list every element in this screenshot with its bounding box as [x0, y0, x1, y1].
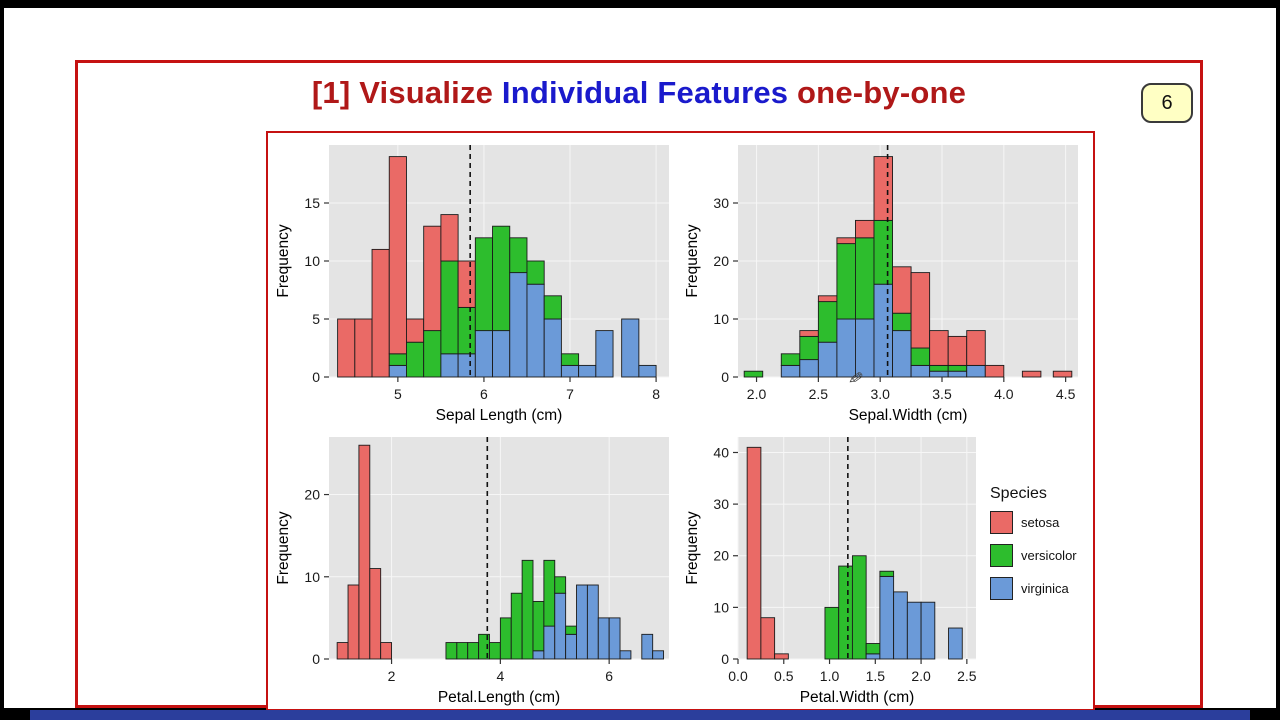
title-part-red-1: [1] Visualize	[311, 75, 502, 110]
svg-text:3.0: 3.0	[870, 386, 890, 402]
svg-text:30: 30	[713, 195, 729, 211]
svg-text:10: 10	[304, 569, 320, 585]
svg-text:Frequency: Frequency	[684, 511, 701, 584]
svg-text:40: 40	[713, 444, 729, 460]
histogram-petal-width: 0.0 0.5 1.0 1.5 2.0 2.5 0 10 20 30 40 Petal.Width (…	[684, 437, 977, 706]
slide-title: [1] Visualize Individual Features one-by…	[78, 75, 1200, 111]
svg-text:15: 15	[304, 195, 320, 211]
svg-text:5: 5	[394, 386, 402, 402]
svg-text:5: 5	[312, 311, 320, 327]
legend-item-versicolor: versicolor	[990, 544, 1094, 567]
histogram-petal-length: 2 4 6 0 10 20 Petal.Length (cm) Frequency	[275, 437, 669, 706]
title-part-red-2: one-by-one	[788, 75, 967, 110]
svg-text:0: 0	[312, 369, 320, 385]
histogram-sepal-width: 2.0 2.5 3.0 3.5 4.0 4.5 0 10 20 30 Sepal.Width (cm…	[684, 145, 1078, 424]
svg-text:Sepal Length (cm): Sepal Length (cm)	[436, 407, 563, 424]
svg-text:8: 8	[652, 386, 660, 402]
versicolor-swatch	[990, 544, 1013, 567]
svg-text:10: 10	[713, 311, 729, 327]
svg-text:2.5: 2.5	[957, 668, 977, 684]
svg-text:0: 0	[721, 369, 729, 385]
svg-text:Sepal.Width (cm): Sepal.Width (cm)	[849, 407, 968, 424]
svg-text:2.5: 2.5	[809, 386, 829, 402]
svg-text:0.0: 0.0	[728, 668, 748, 684]
virginica-swatch	[990, 577, 1013, 600]
svg-text:0: 0	[312, 651, 320, 667]
svg-text:4.0: 4.0	[994, 386, 1014, 402]
svg-text:0: 0	[721, 651, 729, 667]
svg-text:10: 10	[713, 599, 729, 615]
svg-text:Frequency: Frequency	[684, 224, 701, 297]
histogram-sepal-length: 5 6 7 8 0 5 10 15 Sepal Length (cm) Frequency	[275, 145, 669, 424]
svg-text:0.5: 0.5	[774, 668, 794, 684]
title-part-blue: Individual Features	[501, 75, 789, 110]
svg-text:2.0: 2.0	[911, 668, 931, 684]
svg-text:3.5: 3.5	[932, 386, 952, 402]
svg-text:4: 4	[496, 668, 504, 684]
svg-text:6: 6	[605, 668, 613, 684]
legend-item-virginica: virginica	[990, 577, 1094, 600]
legend-item-setosa: setosa	[990, 511, 1094, 534]
species-legend: Species setosa versicolor virginica	[990, 485, 1094, 610]
svg-text:7: 7	[566, 386, 574, 402]
legend-label: virginica	[1021, 581, 1069, 596]
svg-text:10: 10	[304, 253, 320, 269]
svg-text:Petal.Length (cm): Petal.Length (cm)	[438, 689, 560, 706]
svg-text:30: 30	[713, 496, 729, 512]
legend-label: setosa	[1021, 515, 1060, 530]
setosa-swatch	[990, 511, 1013, 534]
svg-text:Frequency: Frequency	[275, 224, 292, 297]
svg-text:20: 20	[713, 548, 729, 564]
svg-text:6: 6	[480, 386, 488, 402]
svg-text:1.5: 1.5	[866, 668, 886, 684]
bottom-progress-bar	[30, 710, 1250, 720]
svg-text:Frequency: Frequency	[275, 511, 292, 584]
legend-label: versicolor	[1021, 548, 1077, 563]
slide: [1] Visualize Individual Features one-by…	[75, 60, 1203, 711]
legend-title: Species	[990, 485, 1047, 502]
svg-text:20: 20	[304, 487, 320, 503]
svg-text:1.0: 1.0	[820, 668, 840, 684]
svg-text:2.0: 2.0	[747, 386, 767, 402]
svg-text:Petal.Width (cm): Petal.Width (cm)	[800, 689, 915, 706]
charts-panel: 5 6 7 8 0 5 10 15 Sepal Length (cm) Frequency 2.0…	[266, 131, 1095, 711]
page-number-badge: 6	[1141, 83, 1193, 123]
svg-text:20: 20	[713, 253, 729, 269]
svg-text:2: 2	[388, 668, 396, 684]
svg-text:4.5: 4.5	[1056, 386, 1076, 402]
